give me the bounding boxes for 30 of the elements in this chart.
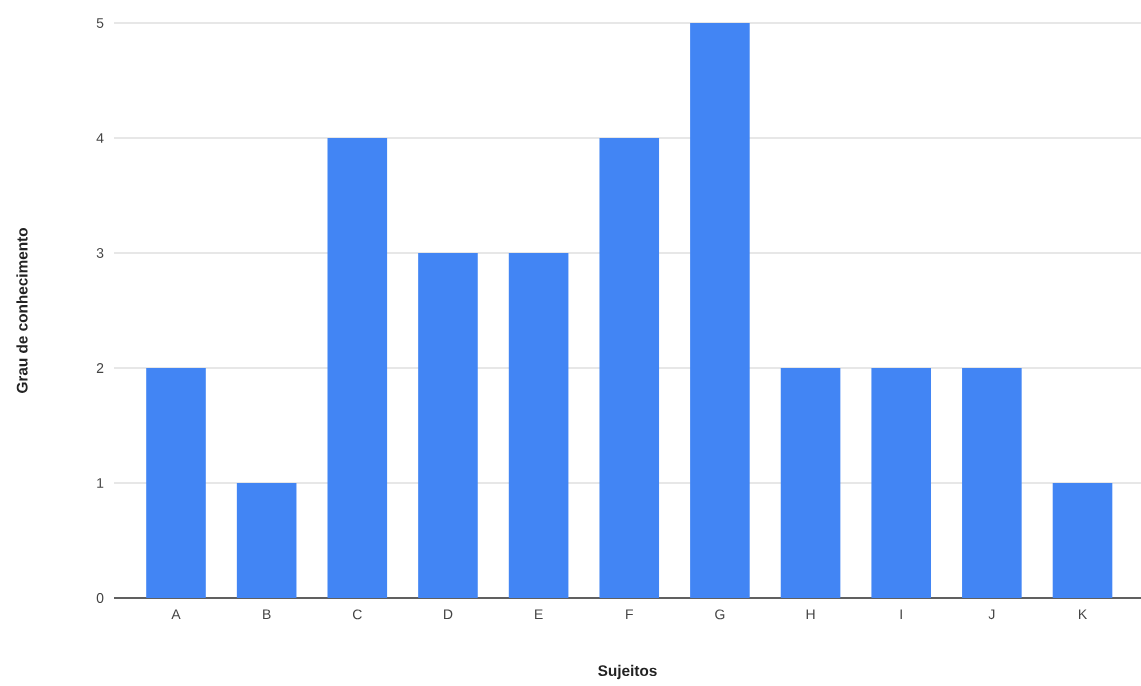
bar bbox=[508, 253, 569, 598]
y-tick-label: 5 bbox=[96, 18, 104, 28]
x-tick-label: E bbox=[535, 609, 543, 620]
bar bbox=[418, 253, 478, 598]
x-tick-label: G bbox=[715, 609, 725, 620]
bar bbox=[1052, 483, 1113, 598]
y-axis-title: Grau de conhecimento bbox=[16, 228, 28, 393]
y-tick-label: 2 bbox=[96, 363, 104, 373]
bar bbox=[780, 368, 841, 598]
bar bbox=[690, 23, 750, 598]
x-tick-label: C bbox=[352, 609, 362, 620]
bar bbox=[146, 368, 206, 598]
bar bbox=[236, 483, 297, 598]
bar bbox=[871, 368, 932, 598]
x-tick-label: H bbox=[806, 609, 815, 620]
bar bbox=[962, 368, 1022, 598]
x-tick-label: A bbox=[171, 609, 181, 620]
x-tick-label: J bbox=[988, 609, 995, 620]
x-tick-label: F bbox=[626, 609, 633, 620]
x-tick-label: D bbox=[444, 609, 453, 620]
y-tick-label: 4 bbox=[96, 133, 104, 143]
bar bbox=[599, 138, 660, 598]
x-axis-title: Sujeitos bbox=[598, 664, 657, 680]
bar bbox=[327, 138, 388, 598]
x-tick-label: B bbox=[263, 609, 271, 620]
x-tick-label: I bbox=[900, 609, 902, 620]
x-tick-label: K bbox=[1079, 609, 1088, 620]
y-tick-label: 0 bbox=[96, 593, 104, 603]
y-tick-label: 1 bbox=[97, 478, 104, 488]
y-tick-label: 3 bbox=[96, 248, 104, 258]
